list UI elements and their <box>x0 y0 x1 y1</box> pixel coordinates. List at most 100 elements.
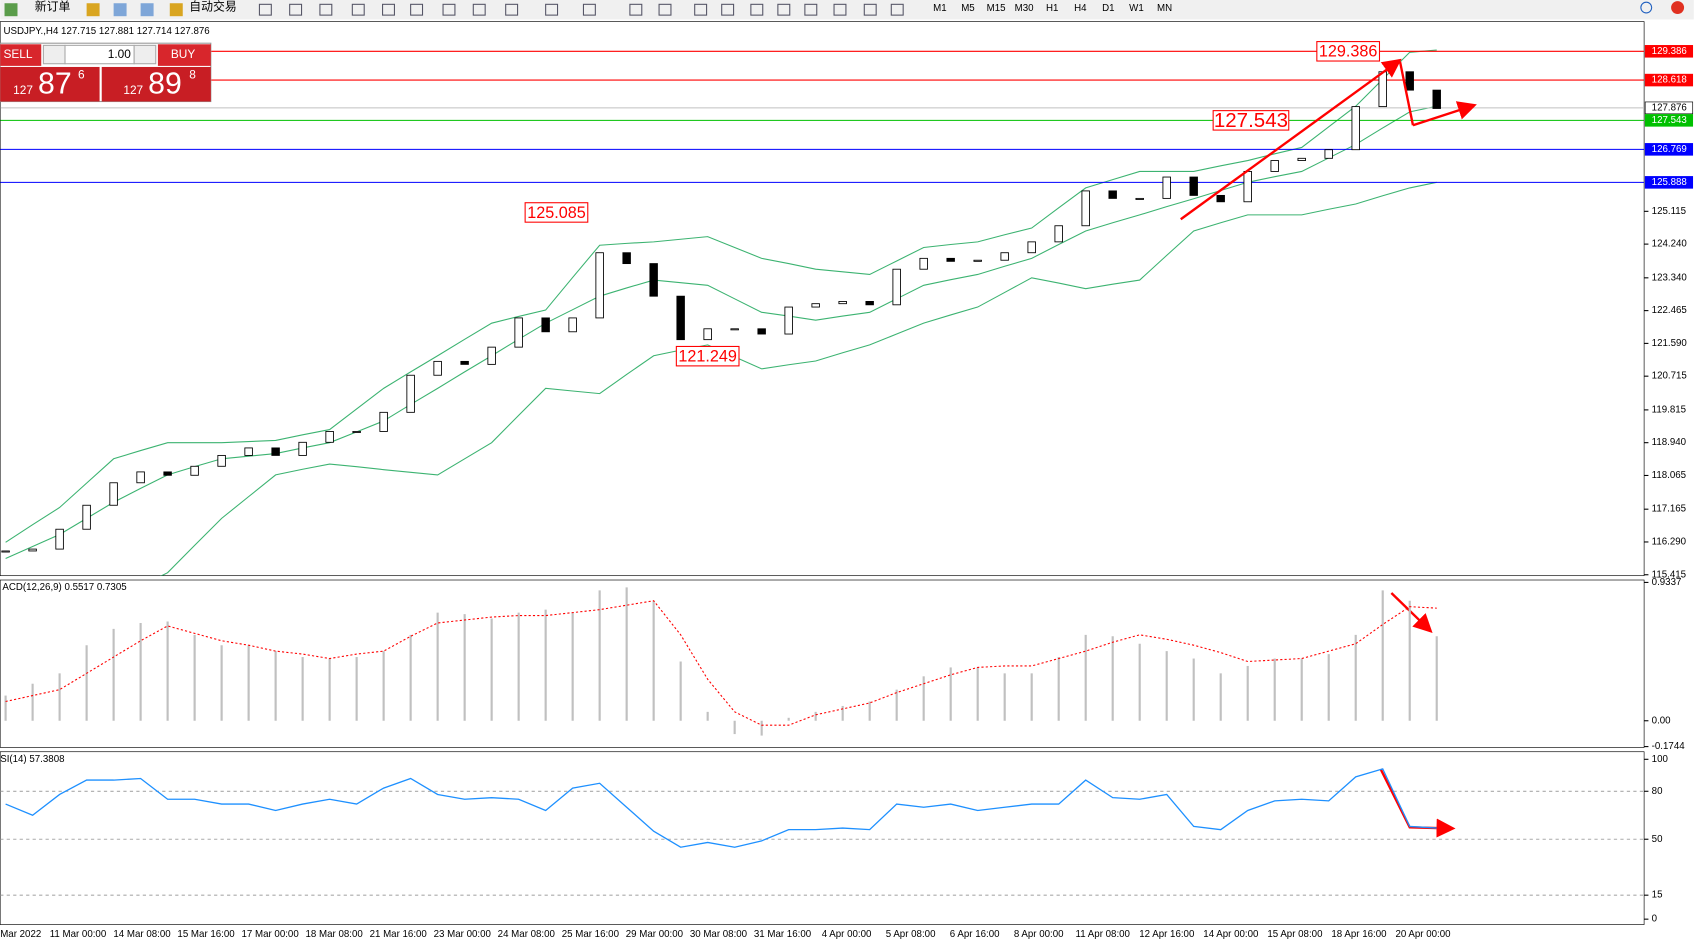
candle <box>1432 89 1441 109</box>
x-tick-label: 30 Mar 08:00 <box>690 929 748 940</box>
buy-label[interactable]: BUY <box>171 47 195 61</box>
toolbar-icon[interactable] <box>442 3 456 16</box>
candle <box>892 268 901 306</box>
candle <box>136 471 145 484</box>
x-tick-label: Mar 2022 <box>0 929 41 940</box>
candle <box>28 548 37 552</box>
toolbar-icon[interactable] <box>863 3 877 16</box>
timeframe-button[interactable]: M30 <box>1015 3 1035 14</box>
x-tick-label: 11 Apr 08:00 <box>1076 929 1131 940</box>
bid-fraction: 6 <box>78 68 85 82</box>
toolbar-icon[interactable] <box>319 3 333 16</box>
candle <box>352 431 361 433</box>
auto-trading-button[interactable]: 自动交易 <box>189 0 237 14</box>
timeframe-button[interactable]: M1 <box>933 3 947 14</box>
toolbar-icon[interactable] <box>472 3 486 16</box>
candle <box>82 504 91 530</box>
toolbar-icon[interactable] <box>86 3 100 17</box>
timeframe-button[interactable]: MN <box>1157 3 1172 14</box>
toolbar-icon[interactable] <box>890 3 904 16</box>
timeframe-button[interactable]: W1 <box>1129 3 1144 14</box>
x-tick-label: 21 Mar 16:00 <box>370 929 428 940</box>
lot-down[interactable] <box>42 44 66 65</box>
toolbar-icon[interactable] <box>658 3 672 16</box>
lot-up[interactable] <box>133 44 157 65</box>
toolbar-icon[interactable] <box>629 3 643 16</box>
candle <box>973 259 982 262</box>
price-annotation: 129.386 <box>1319 43 1378 61</box>
bid-box[interactable] <box>0 66 100 102</box>
x-tick-label: 8 Apr 00:00 <box>1014 929 1064 940</box>
toolbar-icon[interactable] <box>721 3 735 16</box>
toolbar-icon[interactable] <box>140 3 154 17</box>
chart-title: USDJPY.,H4 127.715 127.881 127.714 127.8… <box>3 26 209 37</box>
toolbar-icon[interactable] <box>582 3 596 16</box>
toolbar-icon[interactable] <box>113 3 127 17</box>
timeframe-button[interactable]: H4 <box>1074 3 1087 14</box>
toolbar-icon[interactable] <box>833 3 847 16</box>
price-annotation: 125.085 <box>527 204 586 222</box>
price-level-label: 126.769 <box>1652 144 1687 155</box>
toolbar-icon[interactable] <box>289 3 303 16</box>
candle <box>1405 71 1414 91</box>
x-tick-label: 14 Apr 00:00 <box>1203 929 1259 940</box>
macd-signal <box>5 600 1437 726</box>
toolbar-icon[interactable] <box>804 3 818 16</box>
candle <box>298 441 307 456</box>
timeframe-button[interactable]: M5 <box>961 3 975 14</box>
toolbar-icon[interactable] <box>694 3 708 16</box>
candle <box>919 257 928 270</box>
y-tick-label: 124.240 <box>1652 239 1688 250</box>
candle <box>730 328 739 331</box>
timeframe-button[interactable]: M15 <box>987 3 1006 14</box>
y-tick-label: 115.415 <box>1652 569 1686 580</box>
y-tick-label: 0.9337 <box>1652 577 1682 588</box>
toolbar-icon[interactable] <box>750 3 764 16</box>
toolbar-icon[interactable] <box>351 3 365 16</box>
x-tick-label: 14 Mar 08:00 <box>113 929 171 940</box>
bid-big-figure: 127 <box>13 83 33 97</box>
toolbar <box>0 0 1694 20</box>
rsi-arrow <box>1379 768 1456 838</box>
y-tick-label: 119.815 <box>1652 404 1686 415</box>
candle <box>190 465 199 476</box>
price-level-tag <box>1644 45 1694 58</box>
toolbar-icon[interactable] <box>505 3 519 16</box>
toolbar-icon[interactable] <box>777 3 791 16</box>
y-tick-label: 123.340 <box>1652 272 1688 283</box>
x-tick-label: 15 Mar 16:00 <box>177 929 235 940</box>
toolbar-icon[interactable] <box>410 3 424 16</box>
search-icon[interactable] <box>1640 1 1653 14</box>
timeframe-button[interactable]: H1 <box>1046 3 1058 14</box>
toolbar-icon[interactable] <box>258 3 272 16</box>
toolbar-icon[interactable] <box>382 3 395 16</box>
candle <box>406 374 415 413</box>
ask-box[interactable] <box>101 66 211 102</box>
candle <box>1081 190 1090 227</box>
toolbar-icon[interactable] <box>545 3 559 16</box>
sell-label[interactable]: SELL <box>3 47 32 61</box>
sell-button[interactable] <box>0 44 42 66</box>
auto-trading-icon[interactable] <box>169 3 183 17</box>
x-tick-label: 6 Apr 16:00 <box>950 929 1000 940</box>
price-level-tag <box>1644 176 1694 189</box>
new-order-icon[interactable] <box>4 3 18 17</box>
y-tick-label: 118.065 <box>1652 470 1686 481</box>
price-level-tag <box>1644 114 1694 127</box>
y-tick-label: 15 <box>1652 890 1663 901</box>
candle <box>649 263 658 297</box>
y-tick-label: 0.00 <box>1652 715 1672 726</box>
candle <box>1000 252 1009 261</box>
price-annotation-box <box>524 202 589 223</box>
lot-value[interactable]: 1.00 <box>108 47 132 61</box>
y-tick-label: 0 <box>1652 914 1658 925</box>
buy-button[interactable] <box>157 44 211 66</box>
notification-icon[interactable] <box>1671 1 1685 15</box>
price-level-label: 128.618 <box>1652 75 1687 86</box>
new-order-button[interactable]: 新订单 <box>35 0 71 14</box>
toolbar-icons <box>258 3 904 16</box>
timeframe-button[interactable]: D1 <box>1102 3 1114 14</box>
price-annotation: 121.249 <box>678 348 737 366</box>
price-level-label: 125.888 <box>1652 177 1687 188</box>
